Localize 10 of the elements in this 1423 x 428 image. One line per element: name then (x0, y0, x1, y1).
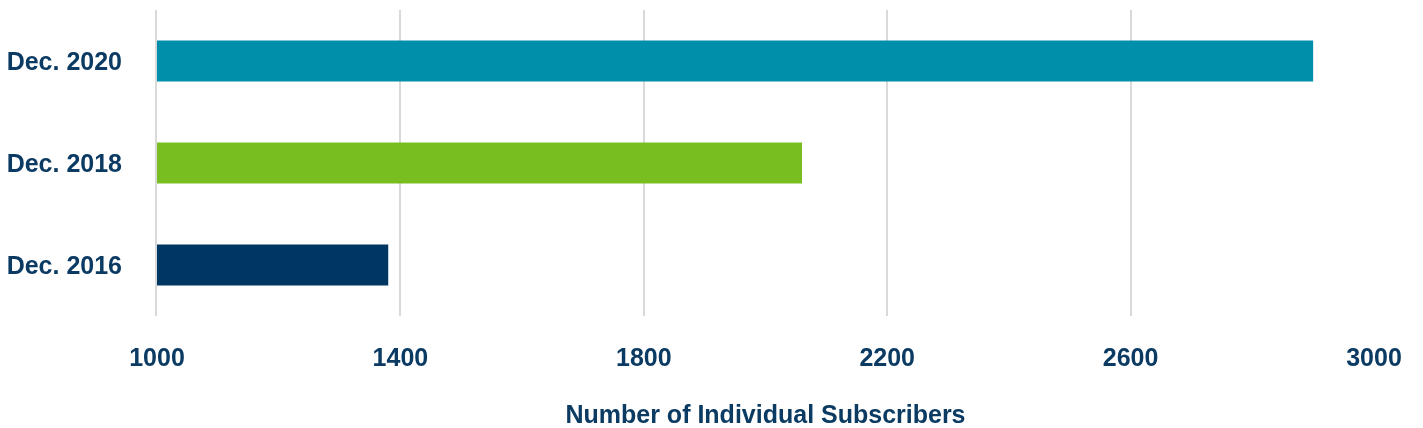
x-tick-label: 2200 (859, 343, 916, 371)
x-tick-label: 1800 (615, 343, 672, 371)
x-tick-label: 1000 (129, 343, 185, 371)
y-tick-label: Dec. 2018 (6, 148, 123, 177)
y-tick-label: Dec. 2016 (6, 250, 122, 279)
x-axis-title: Number of Individual Subscribers (565, 400, 966, 428)
x-tick-label: 2600 (1102, 343, 1159, 371)
x-tick-label: 3000 (1346, 343, 1402, 371)
x-tick-label: 1400 (372, 343, 429, 371)
y-tick-label: Dec. 2020 (6, 46, 122, 75)
